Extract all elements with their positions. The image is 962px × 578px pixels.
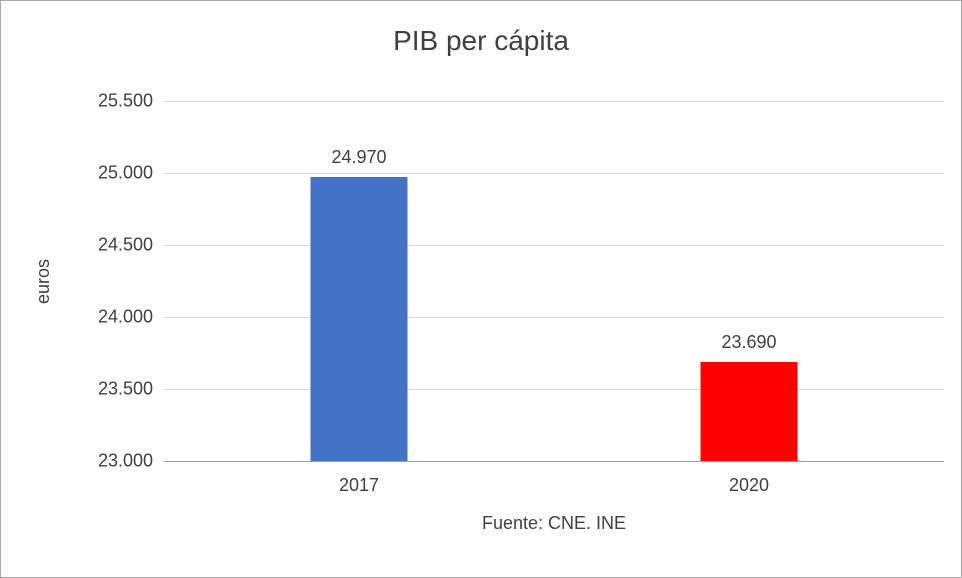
gridline xyxy=(164,101,944,102)
source-note: Fuente: CNE. INE xyxy=(481,513,627,533)
y-tick-label: 24.000 xyxy=(97,306,153,327)
y-tick-label: 23.000 xyxy=(97,450,153,471)
x-axis-line xyxy=(164,461,944,462)
gridline xyxy=(164,317,944,318)
bar-value-label: 24.970 xyxy=(331,147,387,168)
bar-slot: 23.690 xyxy=(554,101,944,461)
gridline xyxy=(164,389,944,390)
x-axis-label: 2017 xyxy=(338,475,380,495)
gridline xyxy=(164,245,944,246)
y-tick-label: 25.500 xyxy=(97,90,153,111)
bars-row: 24.970 23.690 xyxy=(164,101,944,461)
chart-title: PIB per cápita xyxy=(393,25,569,56)
bar xyxy=(310,177,408,461)
plot-area: 24.970 23.690 xyxy=(164,101,944,462)
y-tick-labels: 25.500 25.000 24.500 24.000 23.500 23.000 xyxy=(41,91,153,471)
y-tick-label: 25.000 xyxy=(97,162,153,183)
gridline xyxy=(164,173,944,174)
y-tick-label: 23.500 xyxy=(97,378,153,399)
bar-slot: 24.970 xyxy=(164,101,554,461)
y-tick-label: 24.500 xyxy=(97,234,153,255)
x-axis-label: 2020 xyxy=(728,475,770,495)
bar-value-label: 23.690 xyxy=(721,331,777,352)
bar xyxy=(700,361,798,461)
x-axis-labels: 2017 2020 xyxy=(164,475,944,496)
